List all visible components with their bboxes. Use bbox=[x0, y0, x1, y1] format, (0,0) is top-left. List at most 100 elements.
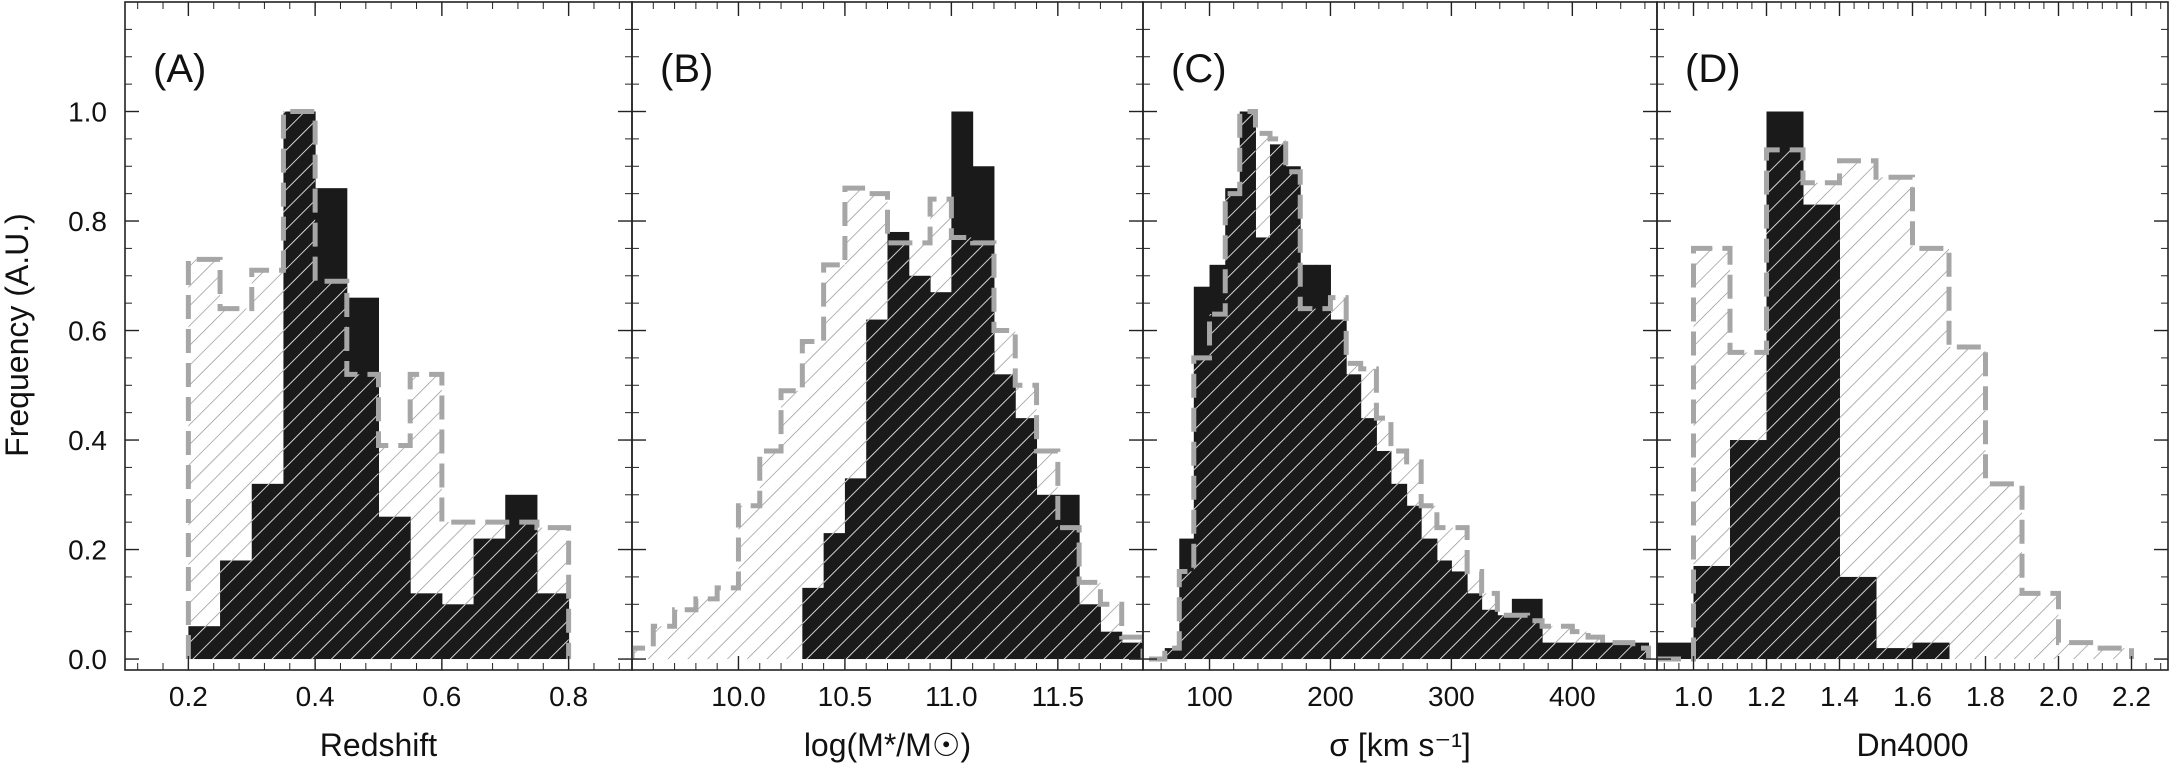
x-tick-label: 2.0 bbox=[2039, 681, 2078, 712]
x-tick-label: 10.5 bbox=[818, 681, 873, 712]
comparison-bar bbox=[2095, 648, 2132, 660]
overlap-hatch bbox=[1179, 571, 1194, 660]
overlap-hatch bbox=[1346, 374, 1361, 660]
overlap-hatch bbox=[1557, 642, 1573, 660]
bars-group bbox=[185, 109, 572, 660]
overlap-hatch bbox=[1766, 149, 1803, 660]
y-tick-label: 0.8 bbox=[68, 206, 107, 237]
overlap-hatch bbox=[1079, 604, 1101, 660]
overlap-hatch bbox=[972, 242, 994, 660]
bars-group bbox=[1657, 111, 2134, 662]
overlap-hatch bbox=[505, 522, 537, 660]
overlap-hatch bbox=[283, 111, 316, 660]
x-tick-label: 0.2 bbox=[169, 681, 208, 712]
comparison-bar bbox=[188, 259, 221, 660]
panel-c: 100 200 300 400 (C) σ [km s⁻¹] bbox=[1142, 1, 1658, 763]
overlap-hatch bbox=[1100, 631, 1122, 660]
y-tick-label: 0.0 bbox=[68, 644, 107, 675]
overlap-hatch bbox=[951, 237, 973, 660]
x-tick-label: 100 bbox=[1186, 681, 1233, 712]
x-tick-label: 400 bbox=[1549, 681, 1596, 712]
overlap-hatch bbox=[1421, 538, 1437, 660]
overlap-hatch bbox=[1209, 314, 1226, 660]
overlap-hatch bbox=[220, 560, 252, 660]
bars-group bbox=[1149, 109, 1652, 662]
overlap-hatch bbox=[844, 478, 867, 660]
overlap-hatch bbox=[993, 374, 1016, 660]
comparison-bar bbox=[781, 390, 803, 660]
overlap-hatch bbox=[473, 538, 506, 660]
x-tick-label: 0.8 bbox=[549, 681, 588, 712]
overlap-hatch bbox=[1225, 193, 1240, 660]
x-tick-label: 11.5 bbox=[1032, 681, 1084, 712]
panel-label: (D) bbox=[1685, 47, 1741, 91]
overlap-hatch bbox=[1436, 560, 1452, 660]
overlap-hatch bbox=[1360, 418, 1377, 660]
overlap-hatch bbox=[1803, 204, 1840, 660]
overlap-hatch bbox=[887, 242, 909, 660]
overlap-hatch bbox=[1467, 593, 1482, 660]
overlap-hatch bbox=[1406, 505, 1422, 660]
overlap-hatch bbox=[1527, 620, 1543, 660]
x-tick-label: 300 bbox=[1428, 681, 1475, 712]
comparison-bar bbox=[738, 505, 760, 660]
overlap-hatch bbox=[1057, 527, 1080, 660]
panel-b: 10.0 10.5 11.0 11.5 (B) log(M*/M☉) bbox=[631, 1, 1144, 763]
x-tick-label: 1.2 bbox=[1747, 681, 1786, 712]
overlap-hatch bbox=[1036, 494, 1058, 660]
overlap-hatch bbox=[1632, 648, 1649, 660]
x-tick-label: 2.2 bbox=[2112, 681, 2151, 712]
overlap-hatch bbox=[1015, 418, 1037, 660]
comparison-bar bbox=[653, 626, 675, 660]
overlap-hatch bbox=[1255, 237, 1270, 660]
overlap-hatch bbox=[1269, 144, 1286, 660]
bars-group bbox=[632, 111, 1143, 660]
overlap-hatch bbox=[1164, 648, 1180, 660]
comparison-bar bbox=[1949, 346, 1986, 660]
overlap-hatch bbox=[802, 587, 824, 660]
comparison-bar bbox=[802, 341, 824, 660]
y-tick-label: 0.2 bbox=[68, 535, 107, 566]
overlap-hatch bbox=[866, 319, 888, 660]
x-tick-label: 1.6 bbox=[1893, 681, 1932, 712]
overlap-hatch bbox=[188, 626, 221, 660]
comparison-bar bbox=[759, 450, 782, 660]
overlap-hatch bbox=[1839, 576, 1876, 660]
overlap-hatch bbox=[410, 593, 442, 660]
overlap-hatch bbox=[823, 533, 845, 660]
x-tick-label: 0.4 bbox=[296, 681, 335, 712]
overlap-hatch bbox=[1390, 483, 1407, 660]
comparison-bar bbox=[1839, 160, 1876, 660]
overlap-hatch bbox=[1511, 615, 1528, 660]
comparison-outline bbox=[632, 185, 1143, 660]
overlap-hatch bbox=[1376, 450, 1391, 660]
filled-bar bbox=[1657, 642, 1694, 660]
overlap-hatch bbox=[1542, 642, 1558, 660]
overlap-hatch bbox=[1618, 642, 1633, 660]
overlap-hatch bbox=[1912, 642, 1949, 660]
overlap-hatch bbox=[1315, 308, 1331, 660]
overlap-hatch bbox=[1330, 319, 1347, 660]
x-tick-label: 1.0 bbox=[1674, 681, 1713, 712]
panel-d: 1.0 1.2 1.4 1.6 1.8 2.0 2.2 (D) Dn4000 bbox=[1656, 1, 2169, 763]
comparison-outline bbox=[1149, 109, 1652, 662]
x-tick-label: 11.0 bbox=[925, 681, 977, 712]
overlap-hatch bbox=[1497, 615, 1512, 660]
overlap-hatch bbox=[1193, 357, 1210, 660]
overlap-hatch bbox=[251, 483, 284, 660]
overlap-hatch bbox=[1693, 565, 1730, 660]
overlap-hatch bbox=[1300, 308, 1316, 660]
overlap-hatch bbox=[1588, 642, 1603, 660]
panel-a: 0.2 0.4 0.6 0.8 0.0 0.2 0.4 0.6 0.8 1.0 (A) Redshif… bbox=[68, 1, 633, 763]
y-tick-label: 0.4 bbox=[68, 425, 107, 456]
y-tick-label: 1.0 bbox=[68, 97, 107, 128]
comparison-bar bbox=[2022, 593, 2059, 660]
overlap-hatch bbox=[536, 593, 569, 660]
overlap-hatch bbox=[1451, 571, 1468, 660]
overlap-hatch bbox=[1285, 171, 1301, 660]
comparison-bar bbox=[1912, 248, 1949, 660]
comparison-bar bbox=[674, 609, 696, 660]
panel-label: (A) bbox=[153, 47, 206, 91]
comparison-bar bbox=[1876, 177, 1913, 660]
